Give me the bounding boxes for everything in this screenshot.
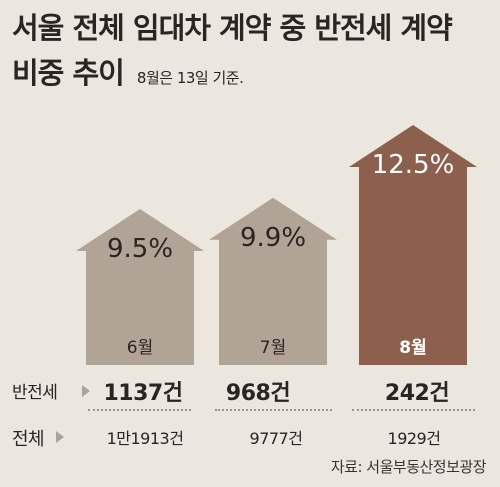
arrow-bar-2 (349, 125, 477, 365)
chart-title-line2-text: 비중 추이 (12, 56, 125, 90)
divider-dots (215, 409, 332, 411)
total-count-june: 1만1913건 (106, 429, 184, 448)
chart-title-line2: 비중 추이 8월은 13일 기준. (12, 50, 244, 92)
total-count-row: 전체 1만1913건 9777건 1929건 (0, 422, 500, 452)
category-label-0: 6월 (127, 338, 153, 358)
arrow-bar-0 (76, 209, 204, 365)
value-label-1: 9.9% (240, 223, 306, 253)
arrow-bar-1 (209, 197, 337, 365)
value-label-0: 9.5% (107, 234, 173, 264)
source-note: 자료: 서울부동산정보광장 (330, 458, 487, 476)
category-label-2: 8월 (399, 338, 426, 358)
chart-title-line1: 서울 전체 임대차 계약 중 반전세 계약 (12, 11, 453, 45)
banjeonse-count-june: 1137건 (103, 381, 183, 406)
total-row-label: 전체 (12, 429, 45, 450)
banjeonse-count-july: 968건 (225, 381, 291, 406)
category-label-1: 7월 (260, 338, 286, 358)
banjeonse-count-august: 242건 (384, 381, 450, 406)
value-label-2: 12.5% (372, 150, 455, 180)
row-pointer-icon (56, 431, 64, 443)
banjeonse-row-label: 반전세 (12, 383, 58, 403)
banjeonse-count-row: 반전세 1137건 968건 242건 (0, 373, 500, 406)
total-count-july: 9777건 (249, 429, 303, 448)
divider-dots (352, 409, 475, 411)
row-pointer-icon (82, 385, 90, 397)
divider-dots (88, 409, 191, 411)
chart-note: 8월은 13일 기준. (136, 69, 244, 87)
total-count-august: 1929건 (387, 429, 441, 448)
